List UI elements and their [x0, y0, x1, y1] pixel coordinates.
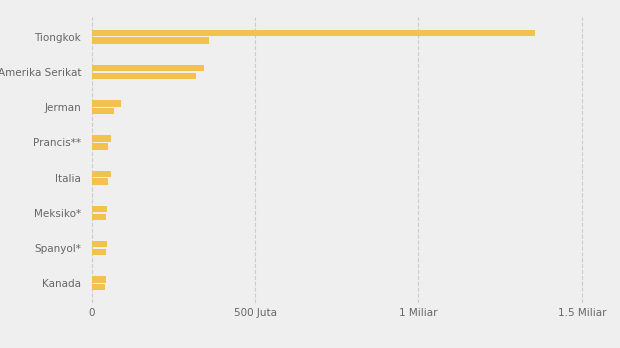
Bar — [92, 276, 106, 283]
Bar — [92, 30, 536, 36]
Bar — [92, 38, 209, 44]
Bar — [92, 171, 110, 177]
Bar — [92, 249, 106, 255]
Bar — [92, 179, 108, 185]
Bar — [92, 241, 107, 247]
Bar — [92, 143, 108, 150]
Bar — [92, 108, 114, 114]
Bar — [92, 284, 105, 291]
Bar — [92, 135, 110, 142]
Bar — [92, 100, 121, 106]
Bar — [92, 65, 205, 71]
Bar — [92, 206, 107, 212]
Bar — [92, 73, 197, 79]
Bar — [92, 214, 106, 220]
